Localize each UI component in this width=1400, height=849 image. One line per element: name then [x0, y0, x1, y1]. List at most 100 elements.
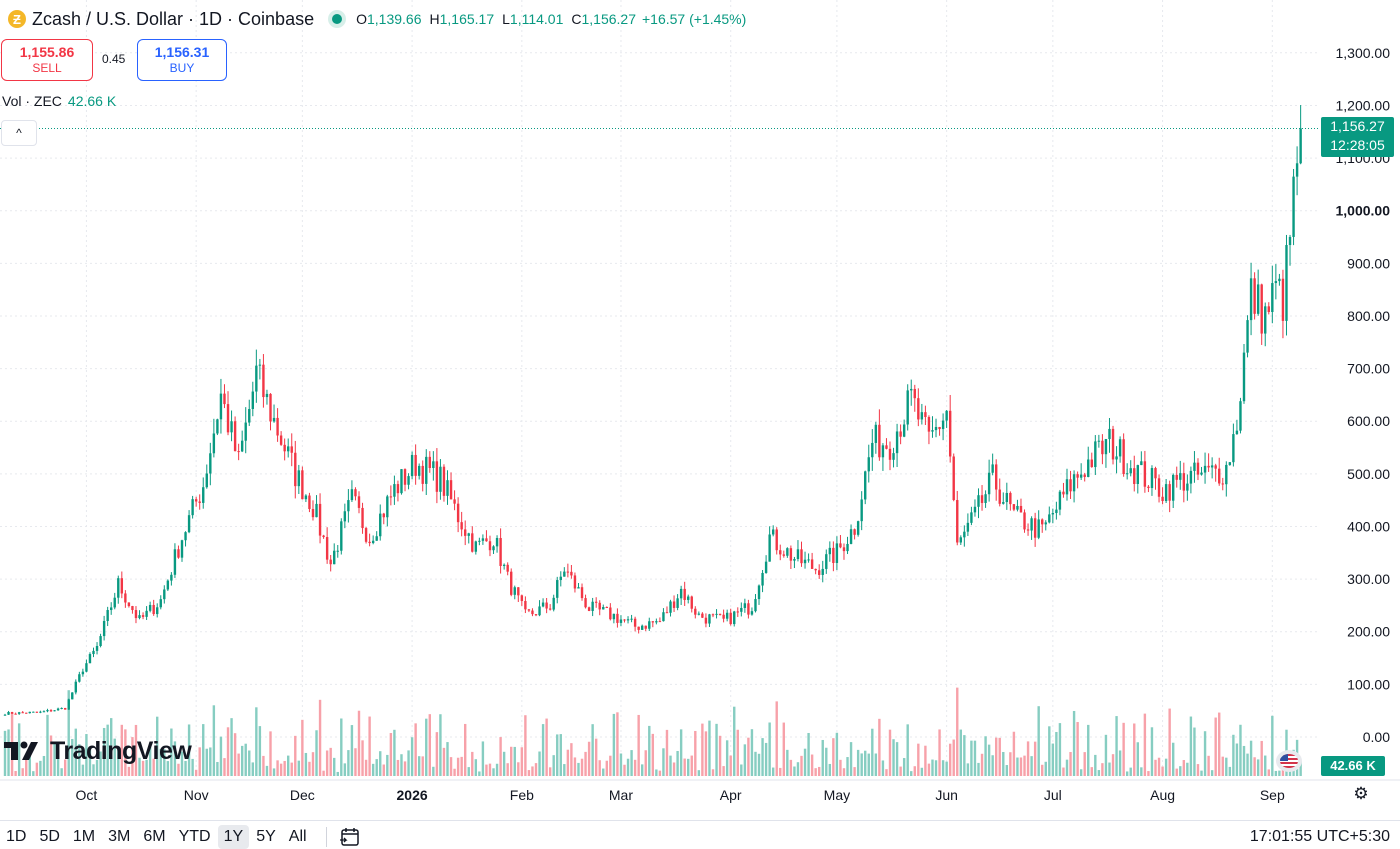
candle-body [343, 511, 347, 522]
time-axis[interactable]: Oct Nov Dec 2026 Feb Mar Apr May Jun Jul Aug Sep [76, 787, 1285, 803]
candle-body [1019, 505, 1023, 513]
volume-bar [669, 755, 672, 776]
volume-bar [340, 718, 343, 776]
candle-body [1288, 236, 1292, 246]
candle-body [88, 654, 92, 664]
candle-body [99, 636, 102, 646]
change-value: +16.57 (+1.45%) [642, 11, 747, 27]
candle-body [924, 412, 927, 418]
candle-body [173, 549, 177, 575]
calendar-goto-icon[interactable] [339, 827, 361, 847]
volume-legend[interactable]: Vol · ZEC 42.66 K [2, 93, 116, 109]
range-1y-button[interactable]: 1Y [217, 825, 250, 849]
volume-bar [60, 768, 63, 776]
candle-body [1083, 474, 1086, 477]
volume-bar [226, 727, 230, 776]
volume-bar [1062, 767, 1065, 776]
volume-bar [980, 753, 984, 776]
candle-body [934, 426, 938, 431]
volume-bar [446, 742, 449, 776]
candle-body [580, 587, 584, 599]
candle-body [1207, 465, 1210, 468]
volume-bar [655, 769, 658, 776]
range-3m-button[interactable]: 3M [108, 828, 131, 845]
candle-body [340, 521, 343, 551]
sell-button[interactable]: 1,155.86 SELL [1, 39, 93, 81]
candle-body [864, 471, 867, 500]
buy-button[interactable]: 1,156.31 BUY [137, 39, 227, 81]
buy-price: 1,156.31 [154, 44, 210, 60]
candle-body [7, 712, 10, 715]
range-ytd-button[interactable]: YTD [178, 828, 211, 845]
candle-body [322, 535, 325, 538]
candle-body [977, 495, 980, 507]
range-5d-button[interactable]: 5D [39, 828, 60, 845]
candle-body [665, 612, 669, 614]
volume-bar [913, 766, 916, 776]
volume-bar [1207, 755, 1210, 776]
volume-bar [1009, 752, 1012, 776]
candle-body [233, 421, 237, 452]
range-5y-button[interactable]: 5Y [256, 828, 276, 845]
volume-bar [874, 753, 878, 776]
candle-body [1133, 468, 1136, 484]
volume-bar [1143, 713, 1147, 776]
candle-body [258, 364, 262, 366]
close-label: C [571, 11, 582, 27]
volume-bar [1239, 724, 1242, 776]
symbol-title[interactable]: Zcash / U.S. Dollar · 1D · Coinbase [32, 8, 315, 29]
candle-body [357, 496, 361, 508]
candle-body [39, 711, 42, 713]
range-6m-button[interactable]: 6M [143, 828, 166, 845]
candle-body [782, 554, 785, 556]
candle-body [1108, 428, 1111, 440]
gear-icon[interactable]: ⚙ [1353, 784, 1369, 803]
candle-body [655, 621, 658, 623]
market-status-icon[interactable] [332, 14, 343, 24]
candle-body [718, 613, 722, 615]
candle-body [577, 587, 580, 589]
tradingview-logo[interactable]: TradingView [4, 736, 192, 766]
candle-body [166, 580, 170, 590]
price-chart[interactable]: 1,300.001,200.001,100.001,000.00900.0080… [0, 0, 1400, 812]
volume-bar [1051, 743, 1055, 776]
candle-body [265, 393, 269, 398]
candle-body [417, 465, 421, 476]
volume-bar [63, 759, 67, 776]
time-tick-label: Jun [935, 787, 958, 803]
candle-body [159, 599, 162, 608]
candle-body [478, 540, 481, 542]
volume-bar [7, 729, 10, 776]
volume-bar [481, 741, 485, 776]
clock-timezone[interactable]: 17:01:55 UTC+5:30 [1249, 828, 1390, 845]
volume-bar [1065, 759, 1069, 776]
volume-bar [28, 755, 31, 776]
volume-bar [609, 755, 612, 776]
volume-bar [623, 764, 626, 776]
candle-body [371, 540, 375, 544]
us-flag-icon[interactable] [1276, 750, 1302, 772]
candle-body [658, 621, 662, 623]
candle-body [113, 597, 116, 608]
volume-bar [106, 724, 109, 776]
candle-body [1094, 441, 1097, 468]
volume-bar [120, 724, 124, 776]
volume-bar [414, 723, 417, 776]
range-all-button[interactable]: All [288, 828, 307, 845]
volume-bar [1002, 751, 1005, 776]
candle-body [687, 596, 690, 600]
volume-bar [602, 768, 605, 776]
range-1m-button[interactable]: 1M [72, 828, 96, 845]
volume-bar [1019, 757, 1023, 776]
volume-bar [85, 734, 88, 776]
collapse-legend-button[interactable]: ^ [1, 120, 37, 146]
volume-bar [1108, 762, 1111, 776]
volume-bar [194, 769, 198, 776]
candle-body [255, 365, 258, 392]
candle-body [754, 599, 757, 612]
volume-bar [325, 750, 329, 776]
volume-bar [718, 735, 722, 776]
candle-body [131, 606, 134, 611]
volume-bar [846, 757, 849, 776]
range-1d-button[interactable]: 1D [6, 828, 27, 845]
